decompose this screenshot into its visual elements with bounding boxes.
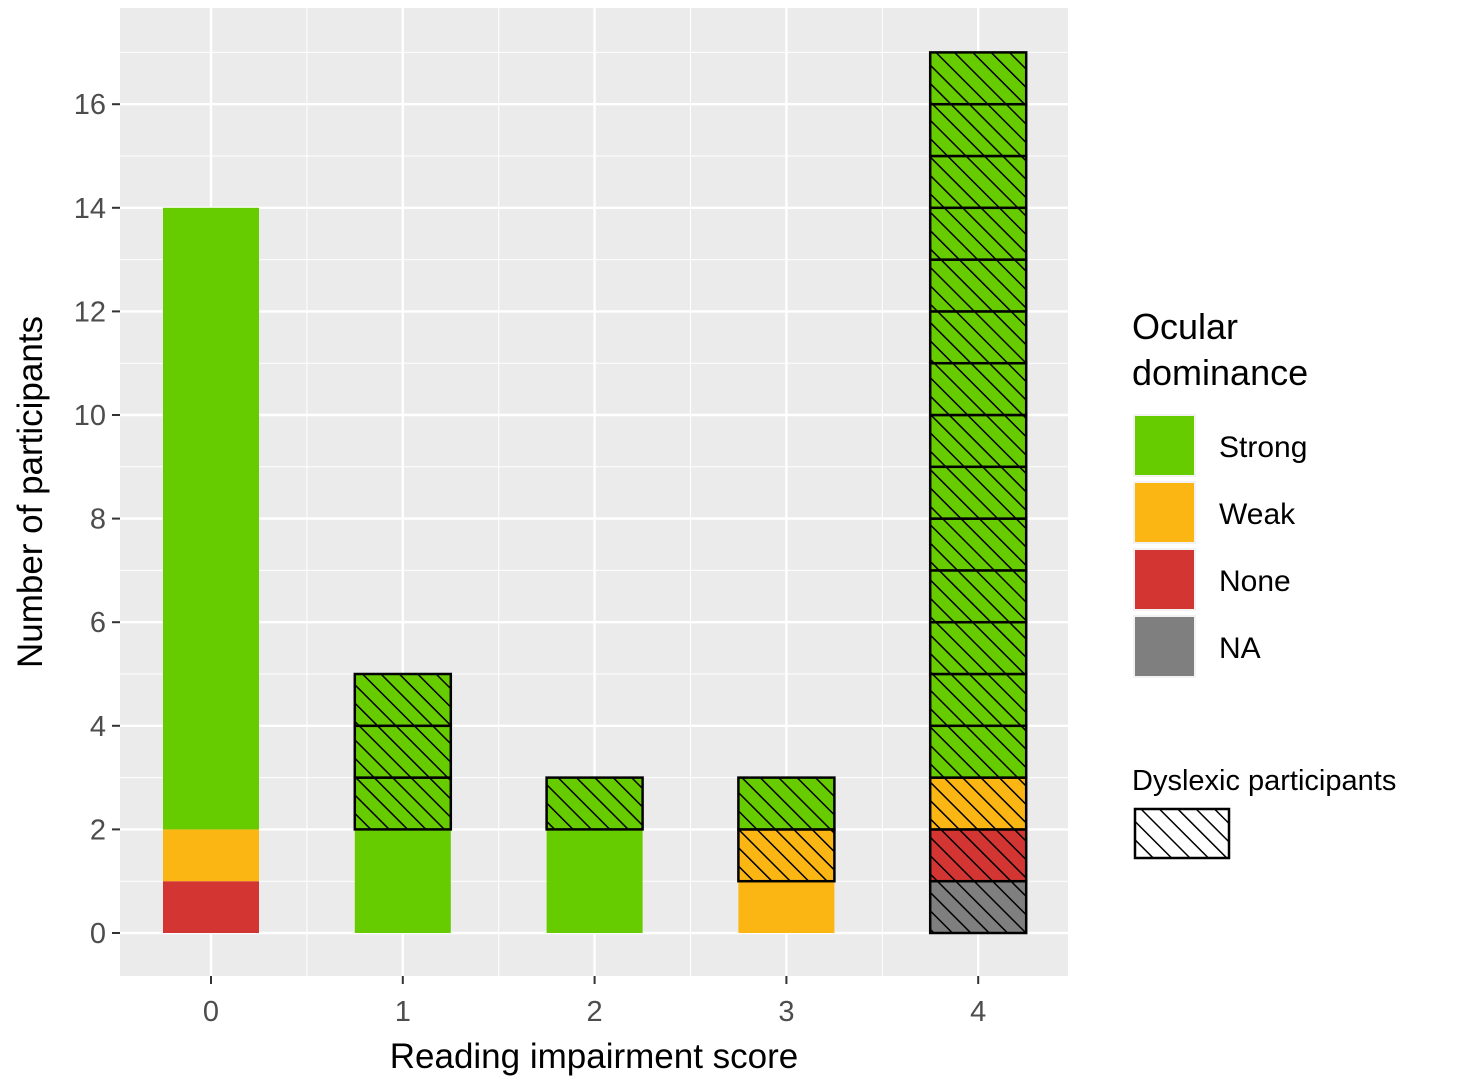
bar-strong-1 <box>354 829 451 933</box>
legend-swatch-none <box>1135 550 1194 609</box>
bar-dyslexic-strong-4 <box>928 102 1028 158</box>
y-tick-label: 14 <box>74 193 106 225</box>
x-axis-label: Reading impairment score <box>390 1037 799 1076</box>
legend-pattern-title: Dyslexic participants <box>1132 765 1396 797</box>
legend: Ocular dominance Strong Weak None NA Dyslexic … <box>1132 306 1396 860</box>
bar-dyslexic-weak-4 <box>928 776 1028 831</box>
bar-dyslexic-strong-4 <box>928 206 1028 261</box>
bar-dyslexic-strong-4 <box>928 361 1028 417</box>
legend-swatch-strong <box>1135 416 1194 475</box>
bar-dyslexic-strong-4 <box>928 724 1028 779</box>
legend-title: Ocular dominance <box>1132 306 1308 393</box>
bar-dyslexic-strong-4 <box>928 413 1028 469</box>
bar-dyslexic-strong-4 <box>928 310 1028 365</box>
bar-dyslexic-strong-4 <box>928 517 1028 572</box>
bar-dyslexic-strong-1 <box>353 724 453 779</box>
x-tick-label: 2 <box>587 996 603 1028</box>
x-tick-label: 4 <box>970 996 986 1028</box>
bar-dyslexic-strong-4 <box>928 258 1028 313</box>
y-tick-label: 2 <box>90 814 106 846</box>
bar-dyslexic-strong-2 <box>545 776 644 831</box>
legend-label-strong: Strong <box>1219 431 1307 464</box>
y-tick-label: 16 <box>74 89 106 121</box>
legend-swatch-na <box>1135 617 1194 676</box>
bar-dyslexic-na-4 <box>928 879 1028 935</box>
bar-dyslexic-strong-1 <box>353 672 453 728</box>
bar-weak-0 <box>163 829 259 882</box>
bar-strong-2 <box>546 829 643 933</box>
bar-dyslexic-strong-4 <box>928 154 1028 210</box>
bar-dyslexic-strong-4 <box>928 51 1028 106</box>
bar-weak-3 <box>738 881 835 933</box>
y-tick-label: 0 <box>90 918 106 950</box>
bar-dyslexic-strong-4 <box>928 620 1028 676</box>
bar-none-0 <box>163 881 259 933</box>
y-tick-label: 10 <box>74 400 106 432</box>
bar-dyslexic-weak-3 <box>737 828 836 883</box>
x-tick-label: 3 <box>778 996 794 1028</box>
legend-swatch-weak <box>1135 483 1194 542</box>
x-tick-label: 0 <box>203 996 219 1028</box>
bar-dyslexic-strong-1 <box>353 776 453 831</box>
legend-label-weak: Weak <box>1219 498 1296 531</box>
y-tick-label: 8 <box>90 504 106 536</box>
legend-label-none: None <box>1219 565 1291 598</box>
bar-dyslexic-strong-4 <box>928 569 1028 624</box>
y-tick-label: 6 <box>90 607 106 639</box>
y-tick-label: 12 <box>74 296 106 328</box>
bar-dyslexic-strong-3 <box>737 776 836 831</box>
legend-label-na: NA <box>1219 632 1261 665</box>
legend-swatch-dyslexic <box>1133 807 1231 860</box>
bar-dyslexic-strong-4 <box>928 672 1028 728</box>
x-tick-label: 1 <box>395 996 411 1028</box>
bar-strong-0 <box>163 207 259 830</box>
bars <box>163 51 1028 935</box>
bar-dyslexic-strong-4 <box>928 465 1028 520</box>
bar-dyslexic-none-4 <box>928 828 1028 883</box>
y-axis-label: Number of participants <box>11 316 50 668</box>
y-tick-label: 4 <box>90 711 106 743</box>
